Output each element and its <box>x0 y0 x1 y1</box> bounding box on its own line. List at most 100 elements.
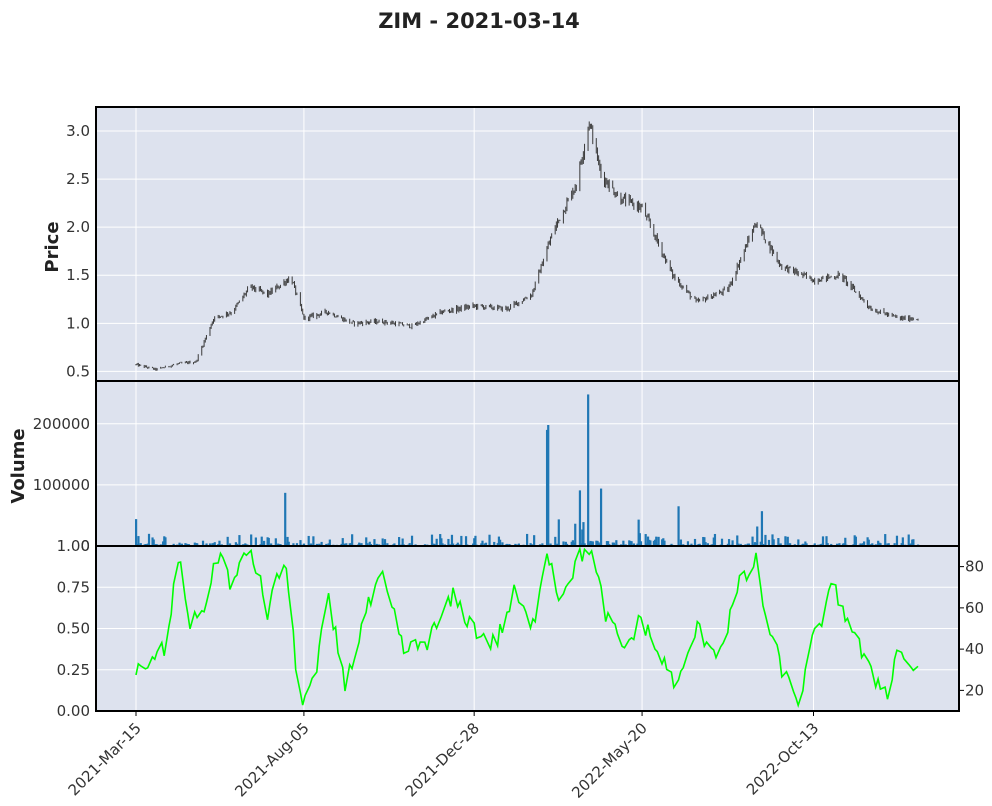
volume-bar <box>193 542 196 546</box>
volume-bar <box>629 540 632 546</box>
volume-bar <box>212 543 215 546</box>
volume-bar <box>726 543 729 546</box>
volume-bar <box>185 543 188 546</box>
volume-bar <box>596 540 599 546</box>
volume-bar <box>886 543 889 546</box>
volume-bar <box>435 538 438 546</box>
volume-bar <box>349 543 353 546</box>
volume-bar <box>712 537 715 546</box>
volume-bar <box>309 543 313 546</box>
volume-bar <box>473 538 476 546</box>
volume-bar <box>679 539 683 546</box>
volume-bar <box>662 538 665 546</box>
volume-bar <box>581 529 584 546</box>
indicator-left-tick-label: 0.75 <box>57 578 90 596</box>
volume-bar <box>867 539 870 546</box>
volume-bar <box>772 539 775 546</box>
volume-bar <box>753 542 756 546</box>
volume-panel <box>96 381 959 546</box>
volume-bar <box>908 543 911 546</box>
price-tick-label: 1.5 <box>66 266 90 284</box>
volume-bar <box>622 540 625 546</box>
volume-bar <box>471 543 475 546</box>
volume-bar <box>137 536 140 546</box>
volume-bar <box>327 543 330 546</box>
volume-bar <box>286 536 289 546</box>
volume-bar <box>358 542 361 546</box>
volume-tick-label: 100000 <box>33 476 90 494</box>
volume-bar <box>398 537 401 546</box>
volume-bar <box>501 542 504 546</box>
volume-bar <box>612 542 616 546</box>
volume-bar <box>287 541 290 546</box>
volume-bar <box>496 543 499 546</box>
volume-bar <box>348 543 351 546</box>
volume-bar <box>556 543 559 546</box>
volume-bar <box>401 538 404 546</box>
volume-bar <box>261 543 265 546</box>
volume-bar <box>341 538 344 546</box>
volume-bar <box>861 543 865 546</box>
volume-bar <box>549 543 552 546</box>
volume-bar <box>804 541 807 546</box>
volume-bar <box>572 542 576 546</box>
volume-bar <box>853 535 856 546</box>
volume-bar <box>895 535 899 546</box>
volume-bar <box>342 543 346 546</box>
volume-bar <box>636 543 639 546</box>
volume-bar <box>144 543 147 546</box>
indicator-left-tick-label: 1.00 <box>57 537 90 555</box>
volume-bar <box>208 543 212 546</box>
volume-bar <box>607 541 610 546</box>
volume-bar <box>307 535 310 546</box>
volume-bar <box>887 543 890 546</box>
volume-bar <box>541 543 544 546</box>
volume-bar <box>196 543 199 546</box>
volume-bar <box>432 543 435 546</box>
volume-bar <box>583 543 586 546</box>
volume-bar <box>262 540 266 546</box>
volume-bar <box>254 537 257 546</box>
volume-bar <box>383 539 387 546</box>
volume-bar <box>562 541 565 546</box>
volume-bar <box>484 542 488 546</box>
volume-bar <box>632 543 636 546</box>
volume-bar <box>547 425 550 546</box>
x-tick-label: 2022-Oct-13 <box>743 719 823 799</box>
volume-bar <box>655 536 658 546</box>
volume-bar <box>474 535 477 546</box>
volume-bar <box>226 536 229 546</box>
volume-bar <box>591 541 594 546</box>
volume-bar <box>862 541 866 546</box>
volume-bar <box>228 543 232 546</box>
volume-bar <box>430 534 434 546</box>
volume-bar <box>365 537 368 546</box>
volume-bar <box>901 537 904 546</box>
volume-bar <box>644 534 647 546</box>
indicator-right-tick-label: 80 <box>965 558 984 576</box>
volume-bar <box>704 542 707 546</box>
volume-tick-label: 200000 <box>33 415 90 433</box>
volume-bar <box>574 523 577 546</box>
volume-bar <box>180 543 183 546</box>
volume-bar <box>615 540 618 546</box>
volume-bar <box>381 538 384 546</box>
volume-bar <box>813 543 816 546</box>
volume-bar <box>152 539 155 546</box>
volume-bar <box>638 533 641 546</box>
volume-bar <box>213 542 216 546</box>
volume-bar <box>344 543 347 546</box>
volume-bar <box>325 543 328 546</box>
volume-bar <box>366 543 369 546</box>
volume-bar <box>238 535 241 546</box>
indicator-panel-frame <box>95 545 960 712</box>
volume-bar <box>136 543 139 546</box>
volume-bar <box>408 543 411 546</box>
volume-bar <box>483 543 486 546</box>
volume-bar <box>909 543 913 546</box>
volume-bar <box>151 537 154 546</box>
volume-bar <box>386 543 389 546</box>
volume-bar <box>205 543 208 546</box>
volume-bar <box>797 539 800 546</box>
